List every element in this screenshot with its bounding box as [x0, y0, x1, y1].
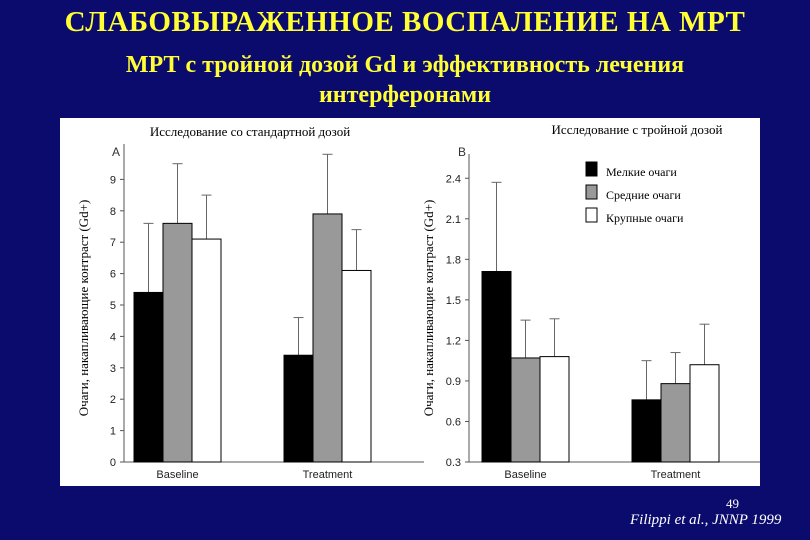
y-tick-label: 2.1 [446, 214, 461, 226]
chart-title: Исследование с тройной дозой [552, 122, 723, 137]
legend-swatch [585, 161, 598, 177]
page-number: 49 [726, 496, 739, 511]
legend-label: Крупные очаги [606, 211, 684, 225]
legend-swatch [585, 184, 598, 200]
panel-label: B [458, 145, 466, 159]
legend-label: Мелкие очаги [606, 165, 677, 179]
y-tick-label: 5 [110, 300, 116, 312]
legend-label: Средние очаги [606, 188, 681, 202]
bar [283, 354, 314, 463]
y-tick-label: 0.3 [446, 457, 461, 469]
y-tick-label: 1.5 [446, 295, 461, 307]
y-tick-label: 9 [110, 174, 116, 186]
y-tick-label: 3 [110, 363, 116, 375]
legend-swatch [585, 207, 598, 223]
y-tick-label: 8 [110, 206, 116, 218]
bar [191, 238, 222, 463]
x-tick-label: Baseline [156, 469, 198, 481]
y-tick-label: 6 [110, 269, 116, 281]
y-axis-label: Очаги, накапливающие контраст (Gd+) [421, 200, 436, 417]
y-tick-label: 2.4 [446, 173, 461, 185]
y-tick-label: 4 [110, 331, 116, 343]
chart-canvas: Исследование со стандартной дозой A Очаги,… [76, 122, 760, 481]
y-tick-label: 0 [110, 457, 116, 469]
y-tick-label: 7 [110, 237, 116, 249]
y-tick-label: 2 [110, 394, 116, 406]
bar [660, 383, 691, 463]
bar [162, 222, 193, 463]
bar [689, 364, 720, 463]
y-tick-label: 1.2 [446, 335, 461, 347]
y-tick-label: 1 [110, 426, 116, 438]
subtitle-line-1: МРТ с тройной дозой Gd и эффективность л… [125, 52, 685, 78]
panel-label: A [112, 145, 120, 159]
bar [631, 399, 662, 463]
x-tick-label: Baseline [504, 469, 546, 481]
y-tick-label: 1.8 [446, 254, 461, 266]
subtitle-line-2: интерферонами [318, 82, 492, 108]
slide-title: СЛАБОВЫРАЖЕННОЕ ВОСПАЛЕНИЕ НА МРТ [64, 6, 746, 38]
bar [539, 356, 570, 463]
y-axis-label: Очаги, накапливающие контраст (Gd+) [76, 200, 91, 417]
reference-citation: Filippi et al., JNNP 1999 [630, 512, 782, 528]
x-tick-label: Treatment [303, 469, 353, 481]
bar [510, 357, 541, 463]
bar [341, 269, 372, 463]
slide-subtitle: МРТ с тройной дозой Gd и эффективность л… [0, 50, 810, 110]
x-tick-label: Treatment [651, 469, 701, 481]
y-tick-label: 0.6 [446, 416, 461, 428]
bar [481, 270, 512, 463]
chart-title: Исследование со стандартной дозой [150, 124, 350, 139]
bar [133, 291, 164, 463]
bar [312, 213, 343, 463]
y-tick-label: 0.9 [446, 376, 461, 388]
chart-figure: Исследование со стандартной дозой A Очаги,… [60, 118, 760, 486]
legend-box [576, 154, 744, 234]
